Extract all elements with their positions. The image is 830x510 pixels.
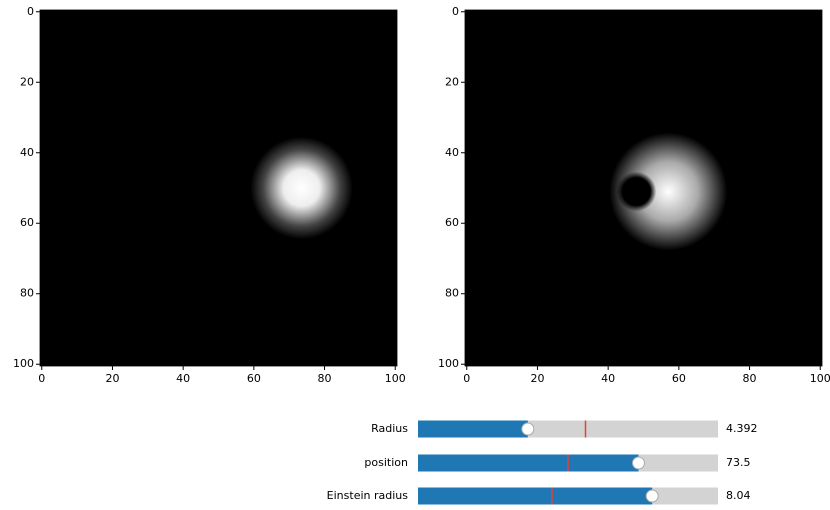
y-tick-label: 60 [445, 216, 459, 229]
x-tick-label: 60 [247, 372, 261, 385]
x-tick-label: 80 [318, 372, 332, 385]
y-tick-label: 80 [20, 287, 34, 300]
x-tick-label: 80 [743, 372, 757, 385]
x-tick-label: 20 [530, 372, 544, 385]
y-tick-label: 20 [445, 75, 459, 88]
y-tick-label: 100 [438, 357, 459, 370]
source-blob [250, 137, 352, 239]
slider-label: Einstein radius [327, 489, 409, 502]
figure: 0 20 40 60 80 100 0 20 40 60 80 100 0 20 40 60 80 100 0 20 4… [0, 0, 830, 506]
x-tick-label: 40 [601, 372, 615, 385]
slider-label: position [364, 456, 408, 469]
slider-value: 73.5 [726, 456, 751, 469]
slider-handle[interactable] [646, 490, 658, 502]
slider-value: 4.392 [726, 422, 758, 435]
y-tick-label: 40 [20, 146, 34, 159]
x-tick-label: 0 [463, 372, 470, 385]
slider-fill [418, 488, 652, 505]
y-tick-label: 0 [27, 5, 34, 18]
x-tick-label: 100 [385, 372, 406, 385]
y-tick-label: 100 [13, 357, 34, 370]
x-tick-label: 40 [176, 372, 190, 385]
y-tick-label: 80 [445, 287, 459, 300]
x-tick-label: 60 [672, 372, 686, 385]
x-tick-label: 20 [105, 372, 119, 385]
slider-label: Radius [371, 422, 408, 435]
slider-value: 8.04 [726, 489, 751, 502]
slider-fill [418, 455, 639, 472]
slider-handle[interactable] [633, 457, 645, 469]
x-tick-label: 0 [38, 372, 45, 385]
y-tick-label: 60 [20, 216, 34, 229]
y-tick-label: 0 [452, 5, 459, 18]
y-tick-label: 20 [20, 75, 34, 88]
slider-fill [418, 421, 528, 438]
x-tick-label: 100 [810, 372, 830, 385]
y-tick-label: 40 [445, 146, 459, 159]
slider-handle[interactable] [522, 423, 534, 435]
lens-hole [617, 172, 657, 212]
